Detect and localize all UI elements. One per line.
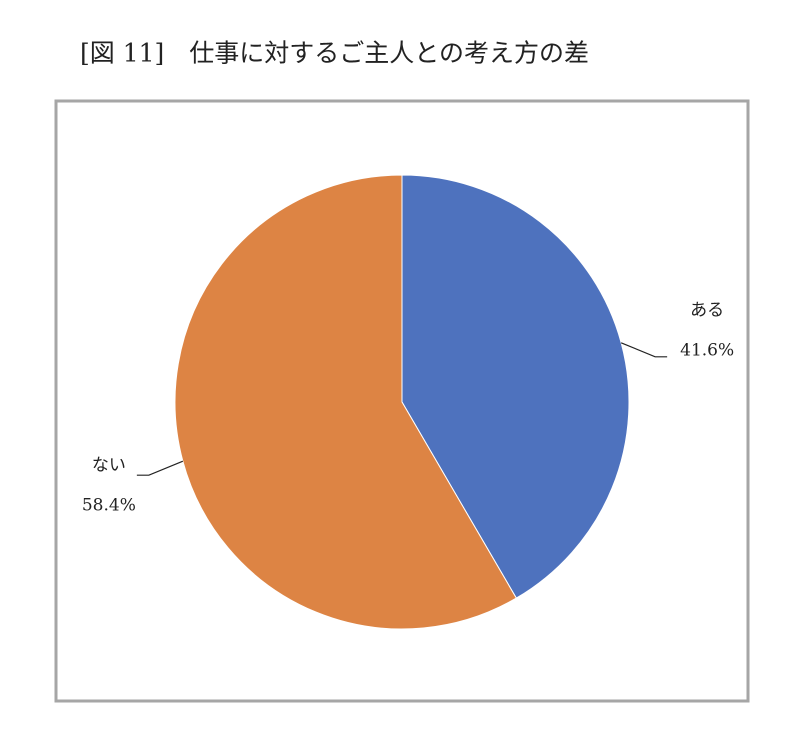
chart-frame: [54, 99, 750, 703]
chart-title: [図 11] 仕事に対するご主人との考え方の差: [80, 39, 589, 68]
slice-label: ない: [92, 456, 126, 476]
value-label: 58.4%: [82, 496, 136, 516]
value-label: 41.6%: [680, 340, 734, 360]
leader-line: [136, 460, 184, 476]
slice-label: ある: [690, 300, 724, 320]
leader-line: [620, 342, 668, 358]
pie-slice: [174, 174, 518, 630]
